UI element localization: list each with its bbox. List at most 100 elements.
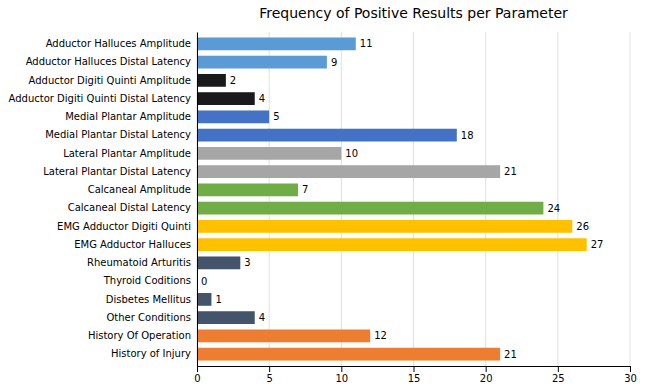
bar (197, 256, 240, 269)
tick-label: 0 (194, 373, 200, 384)
tick: Lateral Plantar Distal Latency (43, 166, 197, 177)
tick: EMG Adductor Digiti Quinti (57, 221, 197, 232)
tick-label: 10 (335, 373, 348, 384)
category-label: Medial Plantar Amplitude (65, 111, 191, 122)
tick: Adductor Halluces Distal Latency (26, 56, 197, 67)
bar (197, 238, 587, 251)
data-label: 9 (331, 57, 337, 68)
tick: EMG Adductor Halluces (74, 239, 197, 250)
data-labels: 119245181021724262730141221 (201, 38, 603, 359)
tick-mark (414, 366, 415, 372)
tick: 0 (194, 366, 200, 384)
data-label: 24 (547, 203, 560, 214)
tick: Other Conditions (106, 312, 197, 323)
data-label: 4 (259, 93, 265, 104)
tick: Medial Plantar Distal Latency (45, 129, 197, 140)
category-label: Adductor Digiti Quinti Amplitude (29, 75, 191, 86)
data-label: 11 (360, 38, 373, 49)
bar (197, 147, 341, 160)
category-label: Calcaneal Distal Latency (68, 202, 191, 213)
category-label: Other Conditions (106, 312, 191, 323)
data-label: 2 (230, 75, 236, 86)
category-label: Thyroid Coditions (103, 275, 191, 286)
bar (197, 329, 370, 342)
bar (197, 220, 572, 233)
tick: Calcaneal Distal Latency (68, 202, 197, 213)
tick-mark (197, 366, 198, 372)
bar (197, 202, 543, 215)
data-label: 3 (244, 257, 250, 268)
y-axis: Adductor Halluces Amplitude Adductor Hall… (9, 33, 198, 367)
data-label: 18 (461, 130, 474, 141)
bars (197, 37, 587, 360)
tick-label: 15 (408, 373, 421, 384)
tick: Disbetes Mellitus (106, 294, 197, 305)
category-label: Adductor Halluces Distal Latency (26, 56, 191, 67)
tick: Lateral Plantar Amplitude (63, 148, 197, 159)
tick-label: 30 (624, 373, 637, 384)
tick: History of Injury (111, 348, 197, 359)
data-label: 21 (504, 166, 517, 177)
bar (197, 348, 500, 361)
tick: 20 (480, 366, 493, 384)
data-label: 0 (201, 276, 207, 287)
grid-line (341, 32, 342, 366)
bar (197, 293, 211, 306)
category-label: Calcaneal Amplitude (88, 184, 191, 195)
grid (197, 32, 630, 366)
data-label: 10 (345, 148, 358, 159)
tick-label: 20 (480, 373, 493, 384)
data-label: 27 (591, 239, 604, 250)
tick: 5 (266, 366, 272, 384)
tick: Thyroid Coditions (103, 275, 197, 286)
category-label: Disbetes Mellitus (106, 294, 191, 305)
tick-mark (630, 366, 631, 372)
tick: 30 (624, 366, 637, 384)
tick-label: 25 (552, 373, 565, 384)
chart: Frequency of Positive Results per Parame… (0, 0, 658, 392)
tick-mark (558, 366, 559, 372)
tick-mark (486, 366, 487, 372)
tick: Medial Plantar Amplitude (65, 111, 197, 122)
grid-line (269, 32, 270, 366)
tick: Adductor Digiti Quinti Distal Latency (9, 93, 197, 104)
category-label: EMG Adductor Digiti Quinti (57, 221, 191, 232)
category-label: EMG Adductor Halluces (74, 239, 191, 250)
bar (197, 129, 457, 142)
title: Frequency of Positive Results per Parame… (259, 5, 568, 21)
data-label: 26 (576, 221, 589, 232)
bar (197, 183, 298, 196)
tick: 10 (335, 366, 348, 384)
tick-mark (269, 366, 270, 372)
category-label: Adductor Halluces Amplitude (46, 38, 191, 49)
bar (197, 56, 327, 69)
plot: 051015202530Adductor Halluces AmplitudeA… (9, 32, 637, 384)
data-label: 1 (215, 294, 221, 305)
category-label: History of Injury (111, 348, 191, 359)
tick: Adductor Digiti Quinti Amplitude (29, 75, 197, 86)
tick: 15 (408, 366, 421, 384)
data-label: 21 (504, 349, 517, 360)
grid-line (630, 32, 631, 366)
x-axis: 0 5 10 15 20 25 30 (194, 366, 637, 384)
category-label: History Of Operation (88, 330, 191, 341)
axis-line (197, 33, 198, 367)
bar (197, 74, 226, 87)
category-label: Adductor Digiti Quinti Distal Latency (9, 93, 192, 104)
data-label: 5 (273, 111, 279, 122)
grid-line (413, 32, 414, 366)
data-label: 7 (302, 184, 308, 195)
bar (197, 311, 255, 324)
grid-line (557, 32, 558, 366)
tick-label: 5 (266, 373, 272, 384)
bar (197, 37, 356, 50)
data-label: 12 (374, 330, 387, 341)
tick: Adductor Halluces Amplitude (46, 38, 197, 49)
tick: Rheumatoid Arturitis (87, 257, 197, 268)
tick: 25 (552, 366, 565, 384)
grid-line (485, 32, 486, 366)
category-label: Lateral Plantar Distal Latency (43, 166, 191, 177)
tick: Calcaneal Amplitude (88, 184, 197, 195)
grid-line (197, 32, 198, 366)
axis-line (198, 367, 631, 373)
